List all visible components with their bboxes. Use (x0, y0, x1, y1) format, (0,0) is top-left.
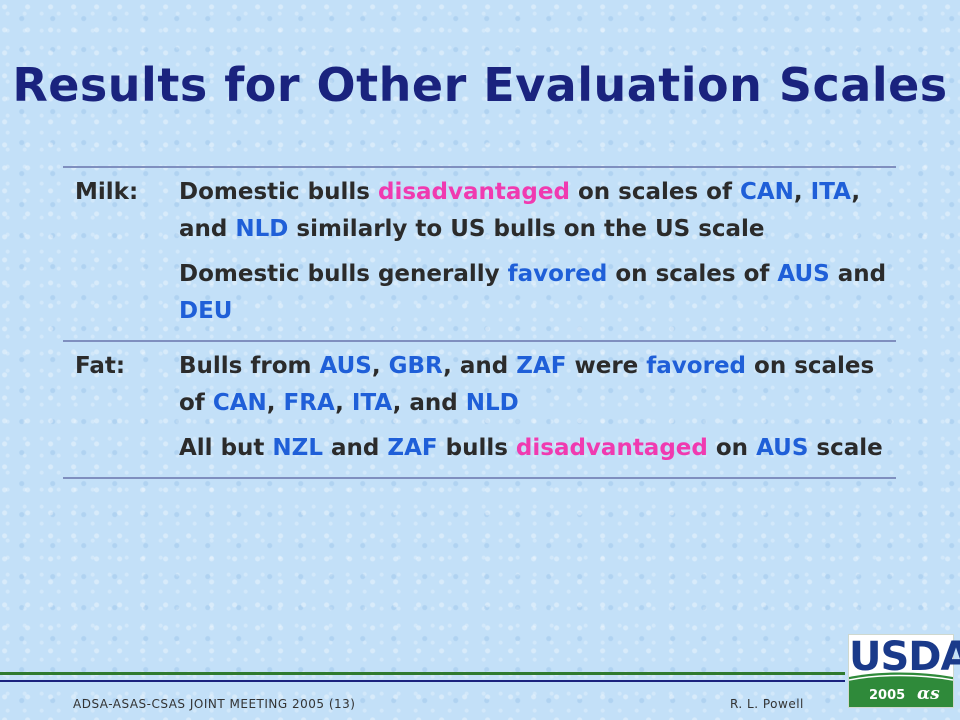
highlight-text: disadvantaged (515, 435, 708, 461)
highlight-text: AUS (319, 353, 372, 379)
item-text: , and (392, 390, 466, 416)
item-text: , (335, 390, 352, 416)
footer-meeting-text: ADSA-ASAS-CSAS JOINT MEETING 2005 (13) (73, 697, 356, 711)
highlight-text: AUS (777, 261, 830, 287)
highlight-text: CAN (739, 179, 794, 205)
footer-divider-green (0, 672, 845, 675)
item-text: were (566, 353, 647, 379)
item-text: , and (443, 353, 517, 379)
usda-logo: USDA 2005 ɑs (848, 634, 960, 708)
item-text: , (793, 179, 811, 205)
highlight-text: DEU (179, 298, 233, 324)
footer-author: R. L. Powell (730, 697, 804, 711)
highlight-text: ITA (810, 179, 852, 205)
highlight-text: favored (507, 261, 608, 287)
item-text: and (323, 435, 388, 461)
logo-wordmark: USDA (849, 634, 960, 680)
bullet-item: Domestic bulls generally favored on scal… (179, 256, 896, 330)
footer-divider-blue (0, 680, 845, 682)
item-text: Bulls from (179, 353, 320, 379)
highlight-text: AUS (756, 435, 809, 461)
table-row-fat: Fat: Bulls from AUS, GBR, and ZAF were f… (63, 342, 896, 479)
item-text: Domestic bulls (179, 179, 378, 205)
bullet-item: Domestic bulls disadvantaged on scales o… (179, 174, 896, 248)
highlight-text: favored (646, 353, 747, 379)
item-text: bulls (437, 435, 516, 461)
item-text: Domestic bulls generally (179, 261, 508, 287)
bullet-item: All but NZL and ZAF bulls disadvantaged … (179, 430, 896, 467)
item-text: , (266, 390, 284, 416)
table-row-milk: Milk: Domestic bulls disadvantaged on sc… (63, 168, 896, 342)
logo-green-band (849, 672, 953, 707)
row-label: Fat: (75, 353, 126, 379)
logo-year: 2005 (869, 688, 906, 703)
highlight-text: ITA (351, 390, 393, 416)
item-text: All but (179, 435, 273, 461)
item-text: on scales of (179, 353, 875, 416)
highlight-text: disadvantaged (377, 179, 570, 205)
highlight-text: FRA (283, 390, 336, 416)
item-text: scale (808, 435, 883, 461)
logo-mark: ɑs (917, 684, 940, 704)
highlight-text: ZAF (516, 353, 567, 379)
item-text: on (707, 435, 757, 461)
item-text: , (371, 353, 389, 379)
item-text: on scales of (569, 179, 740, 205)
highlight-text: ZAF (387, 435, 438, 461)
results-table: Milk: Domestic bulls disadvantaged on sc… (63, 166, 896, 479)
item-text: similarly to US bulls on the US scale (288, 216, 765, 242)
highlight-text: CAN (212, 390, 267, 416)
row-label: Milk: (75, 179, 139, 205)
highlight-text: GBR (388, 353, 444, 379)
bullet-item: Bulls from AUS, GBR, and ZAF were favore… (179, 348, 896, 422)
item-text: , and (179, 179, 861, 242)
item-text: on scales of (607, 261, 778, 287)
highlight-text: NLD (465, 390, 519, 416)
highlight-text: NLD (235, 216, 289, 242)
item-text: and (829, 261, 887, 287)
slide-title: Results for Other Evaluation Scales (12, 58, 948, 112)
highlight-text: NZL (272, 435, 324, 461)
